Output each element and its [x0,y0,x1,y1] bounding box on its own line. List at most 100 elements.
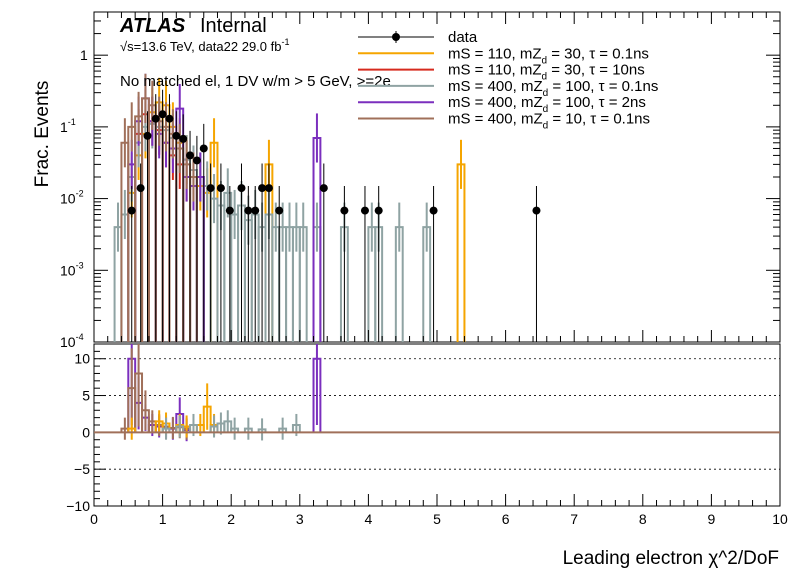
x-axis-title: Leading electron χ^2/DoF [563,548,779,569]
legend-label-tail: = 100, τ = 2ns [548,94,646,111]
legend-label-sub: d [542,55,548,66]
data-point [158,110,167,119]
data-point [275,206,284,215]
data-point [251,206,260,215]
ratio-tick-label: −5 [74,461,90,477]
energy-text: √s=13.6 TeV, data22 29.0 fb [120,39,281,54]
histogram-bin [147,120,157,342]
histogram-bin [147,122,157,342]
x-tick-label: 3 [296,511,304,527]
histogram-bin [456,163,466,342]
x-tick-label: 5 [433,511,441,527]
lumi-superscript: -1 [281,37,289,47]
histogram-bin [147,120,157,342]
data-point [237,184,246,193]
y-axis-title: Frac. Events [32,81,53,188]
upper-ticks [94,11,780,343]
data-point [264,184,273,193]
histogram-bin [182,176,192,342]
x-axis-ticks: 0 1 2 3 4 5 6 7 8 9 10 [90,12,788,527]
data-point [374,206,383,215]
y-tick-exp: -2 [76,189,84,199]
x-tick-label: 1 [159,511,167,527]
energy-label: √s=13.6 TeV, data22 29.0 fb-1 [120,37,289,54]
y-tick-labels: 10-410-310-21-11 [60,47,88,350]
y-tick-label: 1-1 [60,117,76,135]
y-tick-exp: -3 [76,260,84,270]
data-point [216,184,225,193]
data-point [192,156,201,165]
legend-label: mS = 400, mZd = 100, τ = 0.1ns [448,78,658,99]
data-point [258,184,267,193]
legend-label-main: mS = 400, mZ [448,78,543,95]
x-tick-label: 2 [227,511,235,527]
upper-histograms [113,73,466,342]
ratio-tick-labels: −10 −5 0 5 10 [66,351,90,514]
data-point [532,206,541,215]
data-point [165,114,174,123]
legend-label-sub: d [543,121,549,132]
x-tick-label: 4 [365,511,373,527]
histogram-bin [154,125,164,342]
y-tick-label-one: 1 [80,47,88,63]
y-tick-base: 10 [60,262,76,278]
ratio-tick-label: 5 [82,388,90,404]
legend-label-main: mS = 400, mZ [448,94,543,111]
x-tick-label: 10 [772,511,788,527]
status-label: Internal [200,15,267,37]
data-point [151,114,160,123]
legend-label-tail: = 100, τ = 0.1ns [548,78,658,95]
data-points [127,89,541,342]
legend-label-main: mS = 110, mZ [448,45,542,62]
legend-marker [392,33,400,41]
data-point [186,151,195,160]
legend-label-sub: d [543,104,549,115]
x-tick-label: 6 [502,511,510,527]
y-tick-base: 1 [60,119,68,135]
ratio-histograms [120,344,322,442]
histogram-bin [209,141,219,342]
data-point [429,206,438,215]
legend-label-tail: = 30, τ = 0.1ns [547,45,649,62]
histogram-bin [120,141,130,342]
histogram-bin [161,141,171,342]
y-tick-exp: -1 [68,117,76,127]
data-point [319,184,328,193]
legend-label: mS = 400, mZd = 100, τ = 2ns [448,94,646,115]
data-point [143,131,152,140]
histogram-bin [175,163,185,342]
data-point [172,131,181,140]
histogram-bin [168,154,178,342]
y-tick-label: 10-2 [60,189,84,207]
y-tick-label: 10-4 [60,332,84,350]
x-tick-label: 0 [90,511,98,527]
y-tick-exp: -4 [76,332,84,342]
x-tick-label: 7 [570,511,578,527]
data-point [244,206,253,215]
data-point [199,144,208,153]
legend-label-tail: = 30, τ = 10ns [547,62,645,79]
histogram-bin [154,129,164,342]
legend-label-sub: d [543,88,549,99]
ratio-tick-label: 0 [82,424,90,440]
legend-label: mS = 400, mZd = 10, τ = 0.1ns [448,111,650,132]
data-point [225,206,234,215]
data-point [360,206,369,215]
histogram-bin [154,132,164,342]
y-tick-base: 10 [60,334,76,350]
x-tick-label: 8 [639,511,647,527]
data-point [206,184,215,193]
legend-label-main: data [448,29,478,46]
selection-label: No matched el, 1 DV w/m > 5 GeV, >=2e [120,73,391,90]
legend-label-main: mS = 400, mZ [448,111,543,128]
y-tick-label: 10-3 [60,260,84,278]
data-point [340,206,349,215]
legend-label: data [448,29,478,46]
atlas-label: ATLAS [119,15,186,37]
histogram-bin [161,141,171,342]
legend-label: mS = 110, mZd = 30, τ = 0.1ns [448,45,649,66]
data-point [136,184,145,193]
legend-label-sub: d [542,72,548,83]
